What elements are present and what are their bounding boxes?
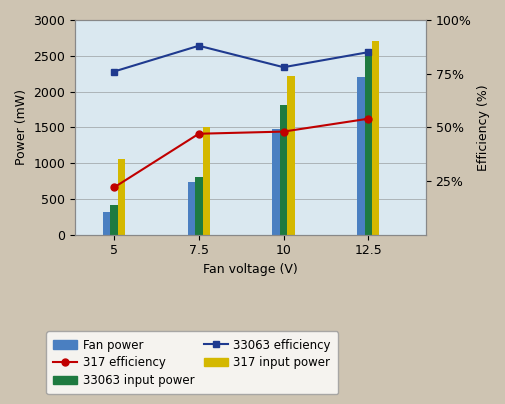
Bar bbox=[188, 182, 195, 235]
Bar bbox=[103, 213, 111, 235]
Bar bbox=[372, 42, 379, 235]
Legend: Fan power, 317 efficiency, 33063 input power, 33063 efficiency, 317 input power: Fan power, 317 efficiency, 33063 input p… bbox=[46, 331, 338, 394]
Bar bbox=[118, 160, 125, 235]
Bar bbox=[203, 127, 210, 235]
Bar bbox=[357, 77, 365, 235]
Bar bbox=[287, 76, 295, 235]
Bar bbox=[111, 205, 118, 235]
Bar bbox=[272, 129, 280, 235]
Bar bbox=[365, 49, 372, 235]
X-axis label: Fan voltage (V): Fan voltage (V) bbox=[203, 263, 298, 276]
Y-axis label: Efficiency (%): Efficiency (%) bbox=[477, 84, 490, 170]
Bar bbox=[280, 105, 287, 235]
Bar bbox=[195, 177, 203, 235]
Y-axis label: Power (mW): Power (mW) bbox=[15, 89, 28, 165]
